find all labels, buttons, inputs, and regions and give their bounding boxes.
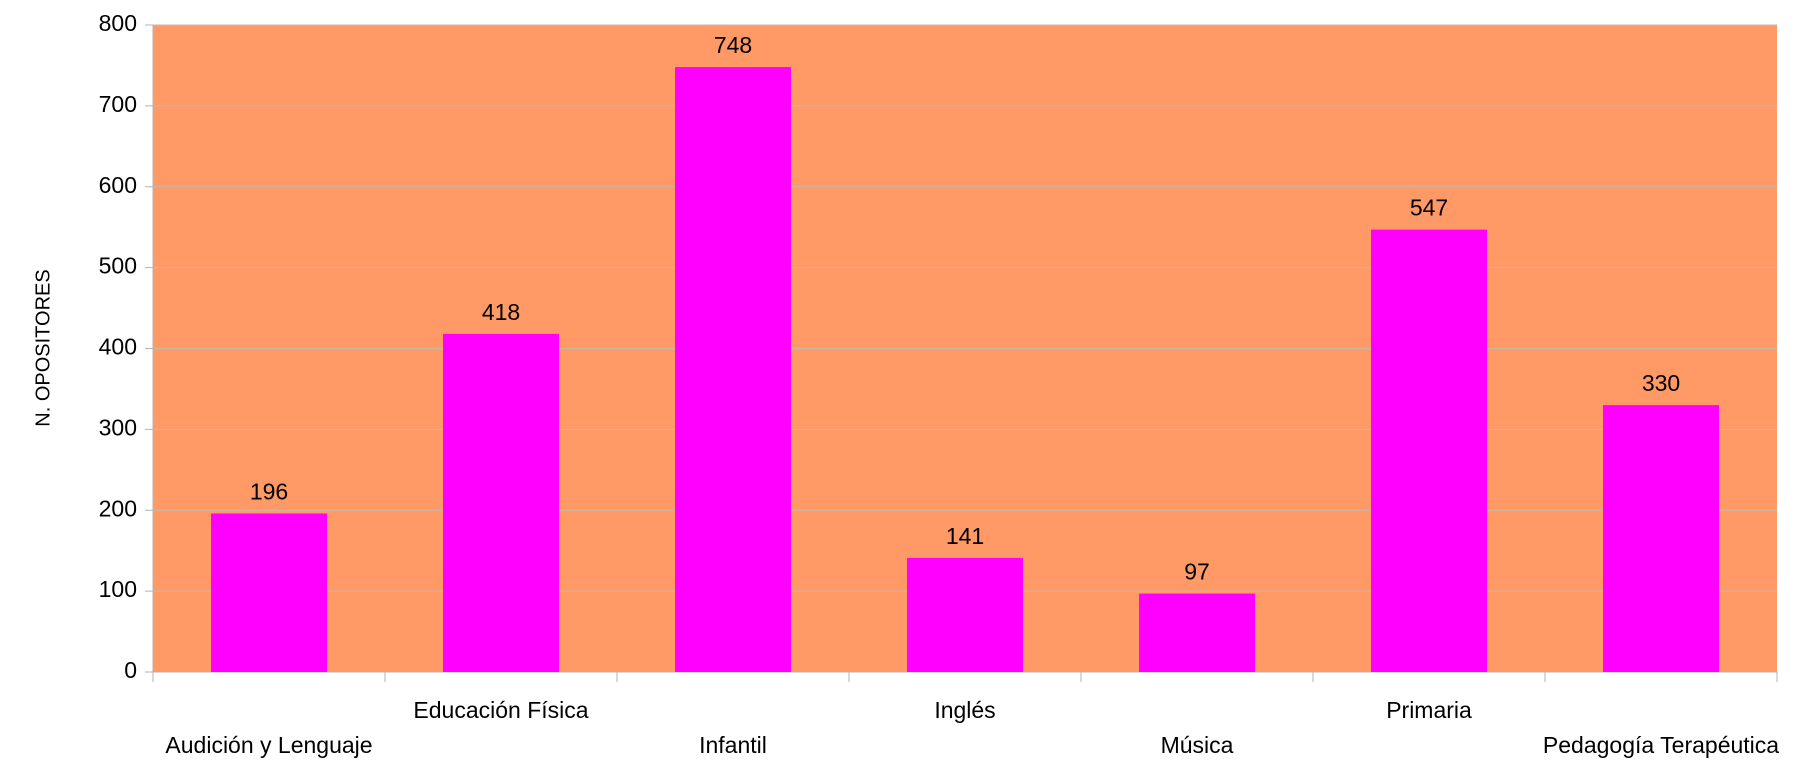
y-tick-label: 200 — [99, 495, 137, 521]
data-label: 748 — [714, 32, 752, 58]
bar — [443, 333, 559, 672]
x-tick-label: Primaria — [1386, 697, 1472, 723]
bar — [1603, 405, 1719, 672]
bar — [1139, 593, 1255, 672]
x-tick-label: Audición y Lenguaje — [165, 732, 372, 758]
y-tick-label: 600 — [99, 172, 137, 198]
y-tick-label: 800 — [99, 10, 137, 36]
data-label: 547 — [1410, 195, 1448, 221]
data-label: 196 — [250, 479, 288, 505]
y-axis-title: N. OPOSITORES — [32, 269, 54, 426]
y-tick-label: 100 — [99, 576, 137, 602]
y-tick-label: 700 — [99, 91, 137, 117]
data-label: 330 — [1642, 370, 1680, 396]
x-tick-label: Educación Física — [413, 697, 588, 723]
y-tick-label: 0 — [124, 657, 137, 683]
data-label: 141 — [946, 523, 984, 549]
x-tick-label: Inglés — [934, 697, 995, 723]
y-tick-label: 500 — [99, 253, 137, 279]
bar — [907, 557, 1023, 672]
y-tick-label: 300 — [99, 414, 137, 440]
data-label: 418 — [482, 299, 520, 325]
x-tick-label: Pedagogía Terapéutica — [1543, 732, 1779, 758]
bar — [1371, 229, 1487, 672]
data-label: 97 — [1184, 559, 1210, 585]
bar — [675, 67, 791, 673]
y-tick-label: 400 — [99, 334, 137, 360]
x-tick-label: Música — [1161, 732, 1234, 758]
x-tick-label: Infantil — [699, 732, 767, 758]
bar — [211, 513, 327, 672]
